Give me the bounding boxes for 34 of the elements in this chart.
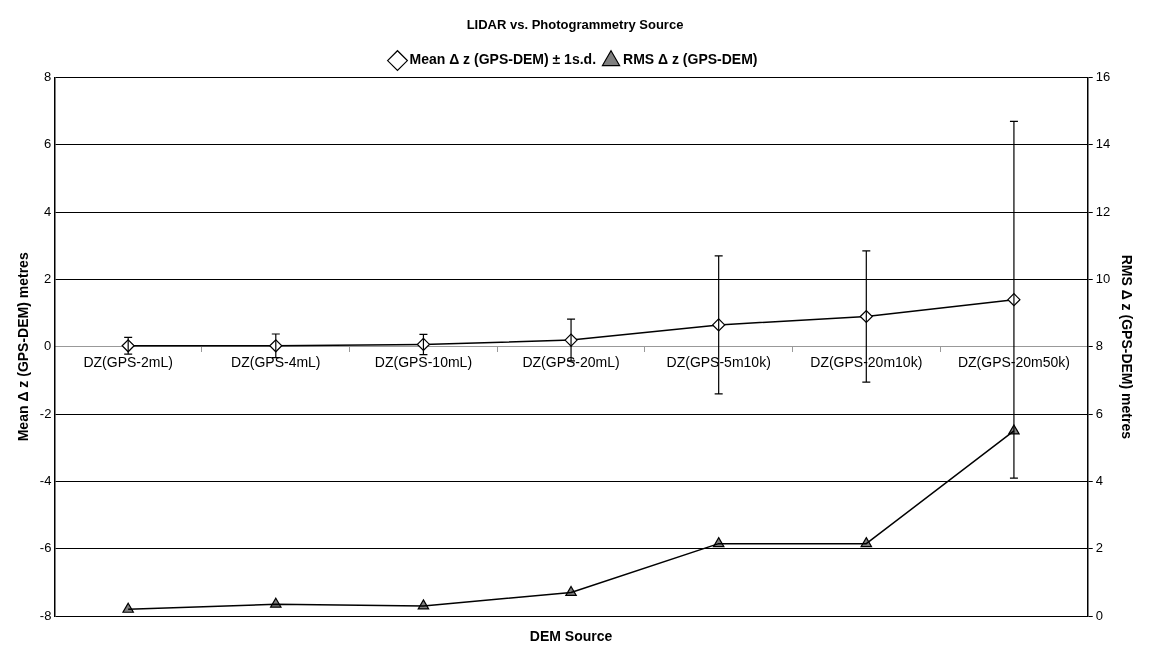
x-tick-label: DZ(GPS-4mL) (231, 354, 321, 371)
x-tick-label: DZ(GPS-20mL) (522, 354, 620, 371)
y2-tick-label: 6 (1095, 405, 1103, 421)
y2-tick-label: 10 (1095, 271, 1111, 287)
point (270, 597, 282, 608)
y-tick-label: -6 (39, 540, 52, 556)
legend-label: Mean Δ z (GPS-DEM) ± 1s.d. (409, 51, 597, 68)
y-tick-label: -2 (39, 405, 52, 421)
y2-tick-label: 4 (1095, 472, 1103, 488)
y2-tick-label: 14 (1095, 136, 1111, 152)
y2-tick-label: 2 (1095, 540, 1103, 556)
y2-tick-label: 8 (1095, 338, 1103, 354)
legend-label: RMS Δ z (GPS-DEM) (623, 51, 758, 68)
point (860, 537, 873, 548)
y-tick-label: 2 (44, 271, 52, 287)
y-axis-title: Mean Δ z (GPS-DEM) metres (15, 252, 32, 442)
y-tick-label: 6 (44, 136, 52, 152)
chart-title: LIDAR vs. Photogrammetry Source (466, 17, 684, 33)
y2-tick-label: 0 (1095, 607, 1103, 623)
y2-tick-label: 16 (1095, 69, 1111, 85)
point (712, 537, 725, 548)
y-tick-label: -8 (39, 607, 52, 623)
x-tick-label: DZ(GPS-2mL) (83, 354, 173, 371)
y-tick-label: 0 (44, 338, 52, 354)
y-tick-label: 8 (44, 69, 52, 85)
y-tick-label: -4 (39, 472, 52, 488)
point (417, 599, 430, 610)
point (122, 602, 134, 613)
y2-tick-label: 12 (1095, 203, 1111, 219)
y-tick-label: 4 (44, 203, 52, 219)
point (565, 585, 577, 597)
y2-axis-title: RMS Δ z (GPS-DEM) metres (1118, 254, 1135, 440)
x-tick-label: DZ(GPS-10mL) (374, 354, 473, 371)
x-axis-title: DEM Source (529, 627, 613, 644)
